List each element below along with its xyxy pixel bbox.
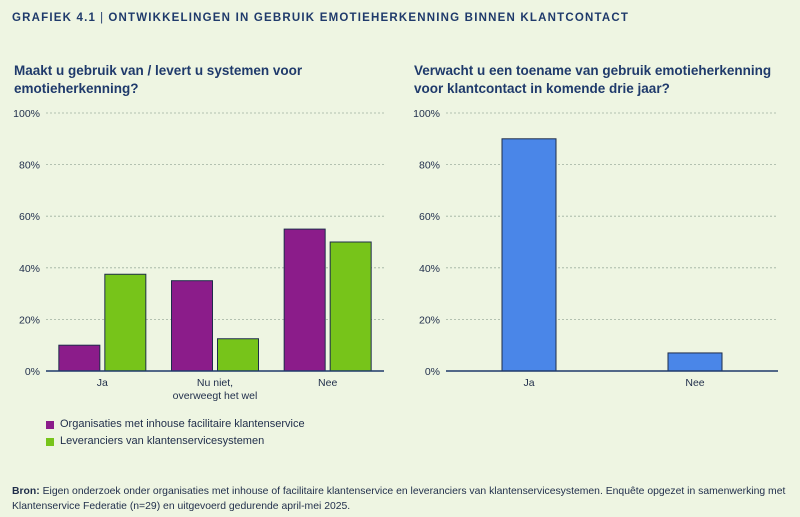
figure-label: GRAFIEK 4.1 | ONTWIKKELINGEN IN GEBRUIK EM… <box>12 12 629 24</box>
source-note: Bron: Eigen onderzoek onder organisaties… <box>12 484 788 514</box>
title-separator: | <box>100 12 105 24</box>
source-text: Eigen onderzoek onder organisaties met i… <box>12 486 786 512</box>
legend-item-organisaties: Organisaties met inhouse facilitaire kla… <box>46 416 305 433</box>
left-chart-x-tick-label: Ja <box>97 377 108 389</box>
left-chart-y-tick-label: 0% <box>25 366 40 378</box>
left-chart-bar <box>329 241 372 372</box>
figure-title: ONTWIKKELINGEN IN GEBRUIK EMOTIEHERKENNI… <box>108 12 630 24</box>
left-chart-y-tick-label: 80% <box>19 160 40 172</box>
left-chart-bar <box>171 280 213 372</box>
left-chart-title: Maakt u gebruik van / levert u systemen … <box>14 62 302 98</box>
left-chart-x-tick-label: Nee <box>318 377 337 389</box>
source-label: Bron: <box>12 486 40 497</box>
right-chart-y-tick-label: 0% <box>425 366 440 378</box>
left-chart-title-line1: Maakt u gebruik van / levert u systemen … <box>14 63 303 78</box>
left-chart-y-tick-label: 100% <box>13 108 40 120</box>
left-chart-y-tick-label: 40% <box>19 263 40 275</box>
right-chart-y-tick-label: 100% <box>413 108 440 120</box>
right-chart-bar <box>667 352 723 372</box>
right-chart-y-tick-label: 40% <box>419 263 440 275</box>
right-chart-title-line2: voor klantcontact in komende drie jaar? <box>414 81 670 96</box>
left-chart-title-line2: emotieherkenning? <box>14 81 139 96</box>
right-chart-bar <box>501 138 557 372</box>
right-chart-title: Verwacht u een toename van gebruik emoti… <box>414 62 771 98</box>
right-chart-y-tick-label: 20% <box>419 314 440 326</box>
left-chart-bar <box>104 273 147 372</box>
right-chart-title-line1: Verwacht u een toename van gebruik emoti… <box>414 63 772 78</box>
legend-label-leveranciers: Leveranciers van klantenservicesystemen <box>60 435 265 447</box>
figure-number: GRAFIEK 4.1 <box>12 12 97 24</box>
right-chart-y-tick-label: 60% <box>419 211 440 223</box>
left-chart-x-tick-label: Nu niet, <box>197 377 233 389</box>
legend-swatch-organisaties <box>46 420 54 429</box>
legend-item-leveranciers: Leveranciers van klantenservicesystemen <box>46 433 305 450</box>
left-chart-y-tick-label: 20% <box>19 314 40 326</box>
right-chart-x-tick-label: Nee <box>685 377 704 389</box>
right-chart-x-tick-label: Ja <box>523 377 534 389</box>
legend: Organisaties met inhouse facilitaire kla… <box>46 416 305 450</box>
right-chart-y-tick-label: 80% <box>419 160 440 172</box>
left-chart-x-tick-label: overweegt het wel <box>173 390 258 402</box>
left-chart-bar <box>217 338 259 372</box>
legend-swatch-leveranciers <box>46 437 54 446</box>
legend-label-organisaties: Organisaties met inhouse facilitaire kla… <box>60 418 305 430</box>
left-chart-y-tick-label: 60% <box>19 211 40 223</box>
